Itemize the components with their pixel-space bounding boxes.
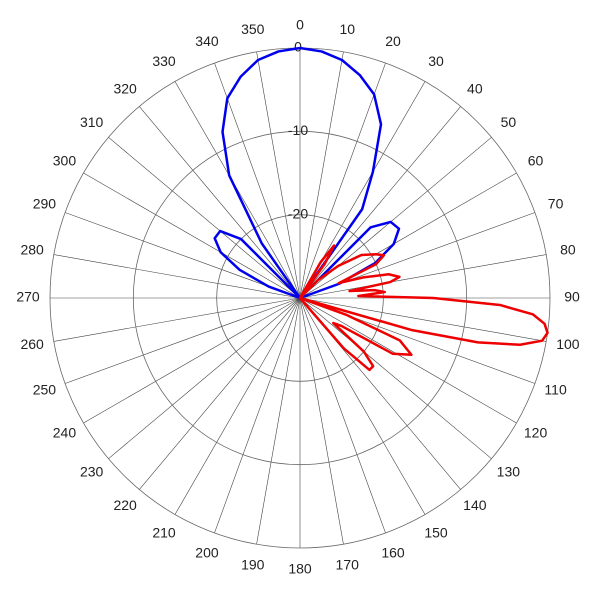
- angle-label: 60: [528, 153, 544, 169]
- angle-label: 50: [501, 114, 517, 130]
- spoke: [53, 254, 301, 299]
- spoke: [214, 297, 301, 534]
- angle-label: 140: [463, 497, 487, 513]
- angle-label: 0: [296, 17, 304, 33]
- angle-label: 230: [80, 464, 104, 480]
- spoke: [299, 297, 426, 515]
- spoke: [299, 297, 547, 342]
- spoke: [83, 172, 301, 299]
- angle-label: 70: [548, 196, 564, 212]
- angle-label: 270: [16, 289, 40, 305]
- angle-label: 240: [53, 425, 77, 441]
- angle-label: 150: [424, 524, 448, 540]
- angle-label: 90: [564, 289, 580, 305]
- spoke: [299, 297, 386, 534]
- spoke: [299, 172, 517, 299]
- angle-label: 280: [20, 241, 44, 257]
- spoke: [174, 81, 301, 299]
- angle-label: 80: [560, 241, 576, 257]
- ring: [216, 214, 384, 382]
- spoke: [53, 297, 301, 342]
- angle-label: 10: [339, 21, 355, 37]
- ring: [132, 130, 468, 466]
- angle-label: 100: [556, 336, 580, 352]
- angle-label: 310: [80, 114, 104, 130]
- angle-label: 340: [195, 33, 219, 49]
- angle-label: 160: [381, 544, 405, 560]
- spoke: [64, 297, 301, 384]
- spoke: [64, 212, 301, 299]
- angle-label: 260: [20, 336, 44, 352]
- angle-label: 210: [152, 524, 176, 540]
- angle-label: 110: [544, 382, 567, 398]
- r-tick-label: 0: [294, 39, 302, 55]
- spoke: [83, 297, 301, 424]
- angle-label: 20: [385, 33, 401, 49]
- angle-label: 330: [152, 53, 176, 69]
- angle-label: 350: [241, 21, 265, 37]
- angle-label: 290: [33, 196, 57, 212]
- spoke: [299, 254, 547, 299]
- spoke: [214, 62, 301, 299]
- spoke: [256, 51, 301, 299]
- spoke: [108, 297, 301, 459]
- r-tick-label: -20: [288, 205, 308, 221]
- pattern-line: [298, 244, 549, 372]
- angle-label: 170: [336, 557, 360, 573]
- angle-label: 130: [497, 464, 521, 480]
- angle-label: 180: [288, 561, 312, 577]
- angle-label: 120: [524, 425, 548, 441]
- spoke: [299, 297, 517, 424]
- angle-label: 300: [53, 153, 77, 169]
- angle-label: 250: [33, 382, 57, 398]
- angle-label: 40: [467, 80, 483, 96]
- spoke: [174, 297, 301, 515]
- spoke: [256, 297, 301, 545]
- angle-label: 30: [428, 53, 444, 69]
- spoke: [299, 62, 386, 299]
- spoke: [299, 51, 344, 299]
- r-tick-label: -10: [288, 122, 308, 138]
- angle-label: 200: [195, 544, 219, 560]
- spoke: [139, 297, 301, 490]
- spoke: [139, 106, 301, 299]
- angle-label: 190: [241, 557, 265, 573]
- spoke: [299, 297, 492, 459]
- spoke: [108, 137, 301, 299]
- angle-label: 220: [113, 497, 137, 513]
- angle-label: 320: [113, 80, 137, 96]
- spoke: [299, 106, 461, 299]
- spoke: [299, 297, 344, 545]
